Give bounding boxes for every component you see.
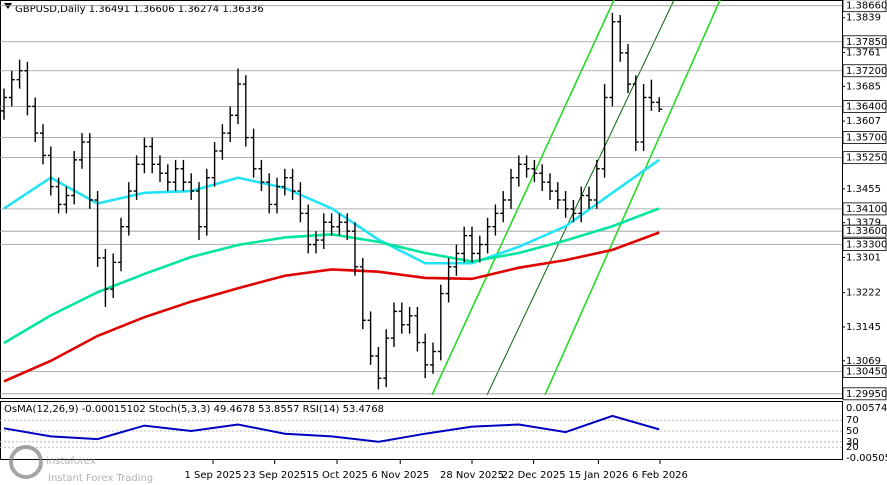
x-tick-label: 15 Jan 2026 <box>568 470 628 481</box>
indicator-line <box>3 414 660 443</box>
level-box <box>842 35 887 49</box>
level-label: 1.35250 <box>846 153 887 164</box>
header-value: 1.36606 <box>133 4 174 15</box>
indicator-line <box>3 158 660 265</box>
panel-y2-tick-label: 0.0057444 <box>846 403 887 414</box>
chart-title: GBPUSD,Daily 1.36491 1.36606 1.36274 1.3… <box>15 4 264 15</box>
panel-tick-label: 50 <box>846 426 859 437</box>
y-tick-label: 1.3069 <box>846 356 881 367</box>
y-tick-label: 1.3301 <box>846 252 881 263</box>
logo-icon <box>9 445 43 479</box>
panel-tick-label: 30 <box>846 437 859 448</box>
header-value: GBPUSD,Daily <box>15 4 86 15</box>
x-tick-label: 23 Sep 2025 <box>243 470 306 481</box>
level-box <box>842 202 887 216</box>
logo: instaforex Instant Forex Trading <box>9 445 153 484</box>
level-box <box>842 131 887 144</box>
level-box <box>842 0 887 13</box>
indicator-line <box>3 231 660 383</box>
x-tick-label: 6 Nov 2025 <box>371 470 429 481</box>
level-box <box>842 64 887 78</box>
y-tick-label: 1.3607 <box>846 116 881 127</box>
level-label: 1.38660 <box>846 1 887 12</box>
level-label: 1.37200 <box>846 66 887 77</box>
level-box <box>842 238 887 251</box>
y-tick-label: 1.3379 <box>846 218 881 229</box>
panel-tick-label: 20 <box>846 442 859 453</box>
x-tick-label: 15 Oct 2025 <box>306 470 368 481</box>
level-box <box>842 151 887 165</box>
panel-tick-label: 70 <box>846 415 859 426</box>
header-value: 1.36336 <box>222 4 263 15</box>
header-value: 1.36274 <box>178 4 219 15</box>
level-box <box>842 387 887 401</box>
y-tick-label: 1.3222 <box>846 288 881 299</box>
level-label: 1.33300 <box>846 240 887 251</box>
channel-line <box>431 0 615 396</box>
y-tick-label: 1.3145 <box>846 322 881 333</box>
level-label: 1.37850 <box>846 37 887 48</box>
y-tick-label: 1.3455 <box>846 184 881 195</box>
level-box <box>842 99 887 113</box>
x-tick-label: 28 Nov 2025 <box>440 470 504 481</box>
header-value: 1.36491 <box>89 4 130 15</box>
level-box <box>842 224 887 238</box>
panel-title: OsMA(12,26,9) -0.00015102 Stoch(5,3,3) 4… <box>4 404 384 415</box>
y-tick-label: 1.3761 <box>846 47 881 58</box>
level-label: 1.34100 <box>846 204 887 215</box>
level-label: 1.33600 <box>846 226 887 237</box>
x-tick-label: 6 Feb 2026 <box>632 470 688 481</box>
channel-line <box>544 0 721 396</box>
level-label: 1.29950 <box>846 389 887 400</box>
panel-y2-tick-label: -0.00505 <box>846 453 887 464</box>
level-label: 1.30450 <box>846 367 887 378</box>
x-tick-label: 22 Dec 2025 <box>502 470 566 481</box>
main-frame <box>0 0 843 399</box>
y-tick-label: 1.3685 <box>846 81 881 92</box>
logo-tagline: Instant Forex Trading <box>48 473 153 484</box>
x-tick-label: 1 Sep 2025 <box>185 470 242 481</box>
level-label: 1.36400 <box>846 101 887 112</box>
logo-name: instaforex <box>46 456 96 467</box>
level-box <box>842 365 887 378</box>
level-label: 1.35700 <box>846 133 887 144</box>
y-tick-label: 1.3839 <box>846 13 881 24</box>
